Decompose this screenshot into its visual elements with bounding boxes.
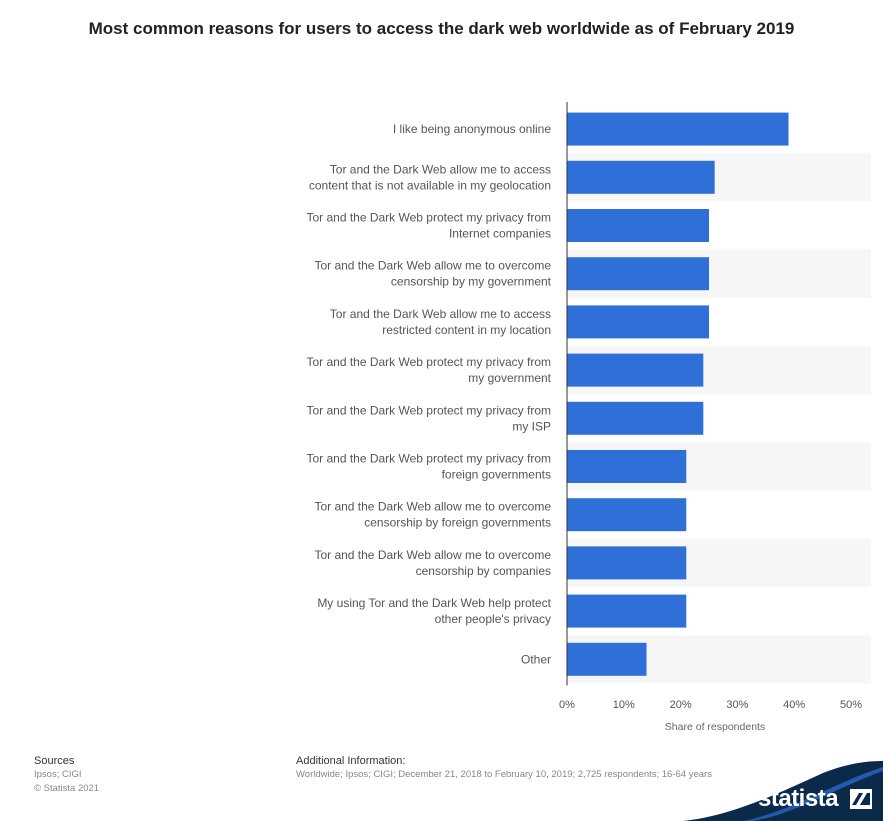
bar[interactable] <box>567 305 709 339</box>
sources-line-2: © Statista 2021 <box>34 783 100 794</box>
bar[interactable] <box>567 450 687 483</box>
additional-info-title: Additional Information: <box>296 755 406 767</box>
bar[interactable] <box>567 112 789 146</box>
additional-info-block: Additional Information: Worldwide; Ipsos… <box>296 754 796 782</box>
statista-logo-text[interactable]: statista <box>758 785 839 812</box>
category-label: Tor and the Dark Web protect my privacy … <box>306 452 551 482</box>
sources-line-1: Ipsos; CIGI <box>34 769 82 780</box>
bar[interactable] <box>567 353 704 387</box>
bar[interactable] <box>567 257 709 291</box>
x-axis-title: Share of respondents <box>665 721 765 733</box>
x-tick-label: 30% <box>726 699 748 711</box>
bar[interactable] <box>567 498 687 532</box>
bars <box>567 112 789 676</box>
bar[interactable] <box>567 546 687 580</box>
category-labels: I like being anonymous online Tor and the… <box>306 122 551 666</box>
x-tick-label: 10% <box>613 699 635 711</box>
bar[interactable] <box>567 401 704 435</box>
bar[interactable] <box>567 642 647 676</box>
category-label: Tor and the Dark Web protect my privacy … <box>306 211 551 241</box>
category-label: I like being anonymous online <box>393 122 551 136</box>
x-tick-label: 50% <box>840 699 862 711</box>
sources-title: Sources <box>34 755 75 767</box>
x-axis-ticks: 0% 10% 20% 30% 40% 50% <box>559 699 862 711</box>
bar[interactable] <box>567 160 715 194</box>
chart-title: Most common reasons for users to access … <box>88 19 795 38</box>
x-tick-label: 20% <box>670 699 692 711</box>
x-tick-label: 0% <box>559 699 575 711</box>
sources-block: Sources Ipsos; CIGI © Statista 2021 <box>34 754 99 796</box>
category-label: My using Tor and the Dark Web help prote… <box>317 596 551 626</box>
brand-wave <box>683 761 883 821</box>
statista-logo-icon <box>850 789 872 809</box>
x-tick-label: 40% <box>783 699 805 711</box>
category-label: Tor and the Dark Web allow me to overcom… <box>314 548 551 578</box>
category-label: Tor and the Dark Web allow me to access c… <box>309 162 551 192</box>
category-label: Other <box>521 652 551 666</box>
additional-info-text: Worldwide; Ipsos; CIGI; December 21, 201… <box>296 769 712 780</box>
bar[interactable] <box>567 594 687 628</box>
category-label: Tor and the Dark Web protect my privacy … <box>306 355 551 385</box>
bar[interactable] <box>567 209 709 242</box>
category-label: Tor and the Dark Web allow me to overcom… <box>314 500 551 530</box>
category-label: Tor and the Dark Web protect my privacy … <box>306 403 551 433</box>
category-label: Tor and the Dark Web allow me to overcom… <box>314 259 551 289</box>
category-label: Tor and the Dark Web allow me to access r… <box>330 307 551 337</box>
